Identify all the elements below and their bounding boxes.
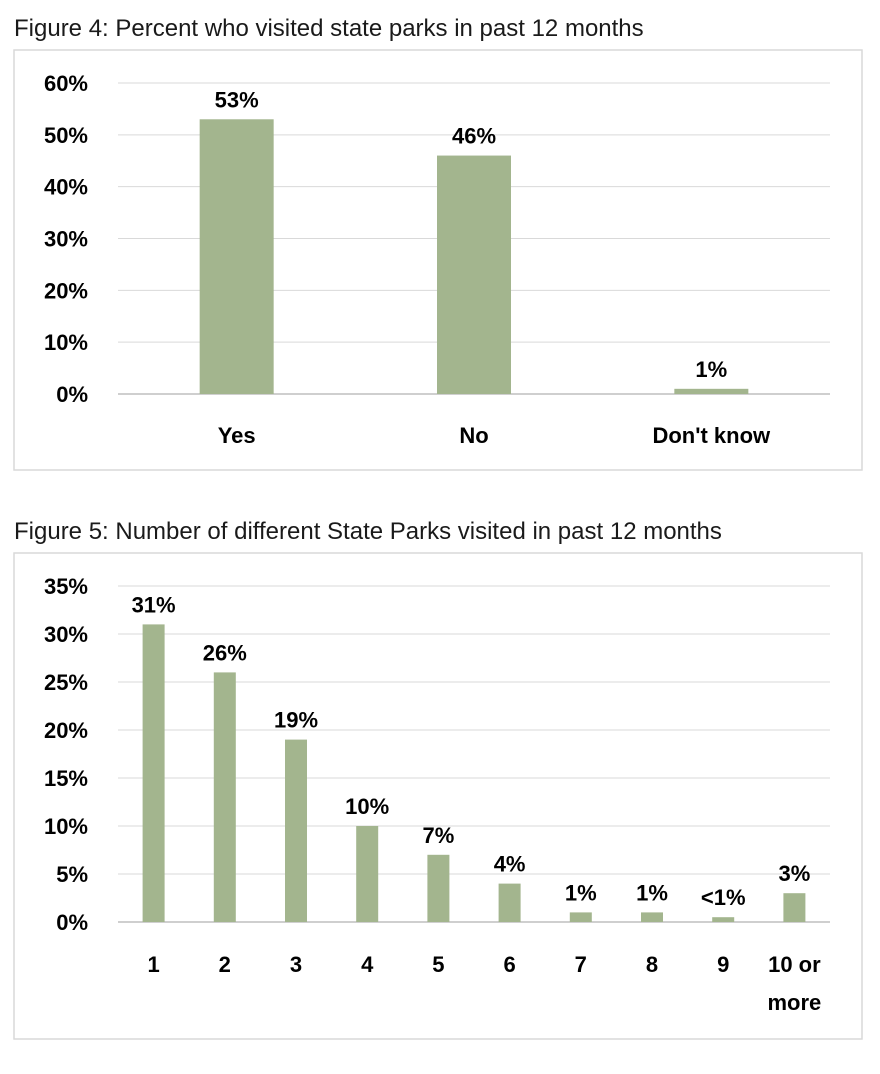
fig4-frame — [13, 49, 863, 471]
fig4-data-label: 1% — [695, 357, 727, 382]
fig4-data-label: 53% — [215, 87, 259, 112]
fig5-category-label: 5 — [432, 952, 444, 977]
fig5-y-tick-label: 5% — [56, 862, 88, 887]
fig5-category-label: 9 — [717, 952, 729, 977]
figure-5-title: Figure 5: Number of different State Park… — [14, 518, 722, 545]
fig5-data-label: 19% — [274, 708, 318, 733]
fig5-y-tick-label: 30% — [44, 622, 88, 647]
fig5-y-tick-label: 25% — [44, 670, 88, 695]
fig5-bar — [498, 883, 521, 922]
fig5-category-label: 6 — [503, 952, 515, 977]
fig5-data-label: 4% — [494, 852, 526, 877]
fig4-y-tick-label: 0% — [56, 382, 88, 407]
fig5-data-label: 26% — [203, 640, 247, 665]
fig5-bar — [427, 854, 450, 922]
fig5-category-label: 10 or more — [768, 952, 822, 1015]
fig4-data-label: 46% — [452, 124, 496, 149]
fig4-y-tick-label: 60% — [44, 71, 88, 96]
fig5-frame — [13, 552, 863, 1040]
fig5-data-label: 31% — [132, 592, 176, 617]
fig4-category-label: No — [459, 423, 488, 448]
figure-4-title: Figure 4: Percent who visited state park… — [14, 15, 644, 42]
fig5-y-tick-label: 20% — [44, 718, 88, 743]
fig4-bar — [437, 155, 511, 394]
fig5-data-label: 3% — [779, 861, 811, 886]
fig4-category-label: Yes — [218, 423, 256, 448]
fig4-y-tick-label: 30% — [44, 227, 88, 252]
fig5-data-label: 1% — [565, 880, 597, 905]
fig4-y-tick-label: 40% — [44, 175, 88, 200]
fig5-category-label: 1 — [147, 952, 159, 977]
fig5-y-tick-label: 35% — [44, 574, 88, 599]
fig5-data-label: 10% — [345, 794, 389, 819]
fig5-bar — [142, 624, 165, 922]
fig4-y-tick-label: 10% — [44, 330, 88, 355]
fig5-category-label: 4 — [361, 952, 374, 977]
fig5-category-label: 3 — [290, 952, 302, 977]
fig5-bar — [569, 912, 592, 922]
fig5-category-label: 7 — [575, 952, 587, 977]
fig5-bar — [641, 912, 663, 922]
fig5-category-label: 2 — [219, 952, 231, 977]
fig4-y-tick-label: 50% — [44, 123, 88, 148]
fig5-bar — [213, 672, 236, 922]
fig4-bar — [674, 388, 749, 394]
fig4-category-label: Don't know — [652, 423, 771, 448]
fig5-data-label: 1% — [636, 880, 668, 905]
fig4-bar — [199, 119, 274, 395]
fig5-data-label: 7% — [423, 823, 455, 848]
fig5-y-tick-label: 10% — [44, 814, 88, 839]
fig5-category-label: 8 — [646, 952, 658, 977]
fig5-bar — [712, 917, 735, 922]
fig5-y-tick-label: 15% — [44, 766, 88, 791]
fig4-y-tick-label: 20% — [44, 278, 88, 303]
fig5-bar — [783, 893, 806, 922]
fig5-data-label: <1% — [701, 885, 746, 910]
fig5-y-tick-label: 0% — [56, 910, 88, 935]
fig5-bar — [356, 826, 379, 922]
fig5-bar — [285, 739, 307, 922]
